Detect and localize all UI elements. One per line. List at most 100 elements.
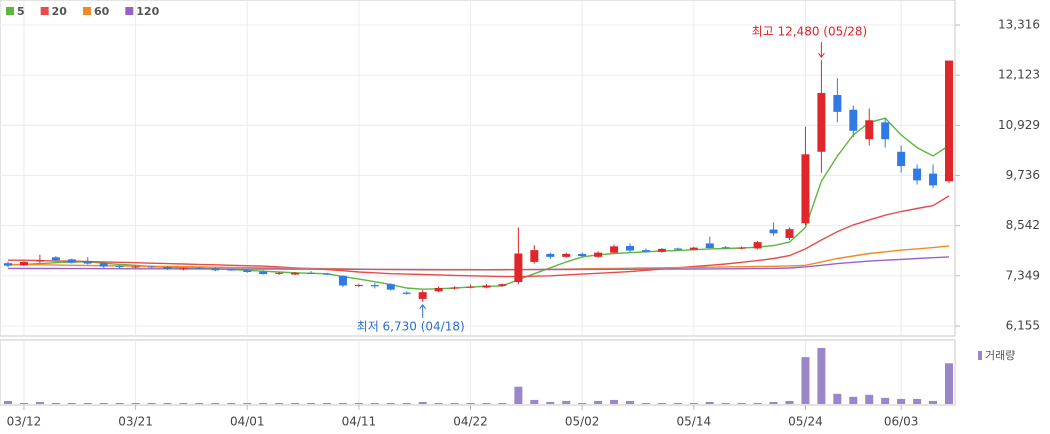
volume-bar (291, 402, 300, 404)
candle-body (275, 272, 284, 274)
candle-body (115, 266, 124, 268)
candle-body (291, 272, 300, 275)
volume-bar (817, 348, 826, 404)
candle-body (131, 266, 140, 268)
volume-bar (19, 402, 28, 404)
volume-bar (354, 402, 363, 404)
volume-bar (498, 402, 507, 404)
candle-body (498, 284, 507, 286)
candle-body (657, 248, 666, 252)
candle-body (83, 261, 92, 264)
candle-body (801, 154, 810, 224)
low-arrow (419, 304, 427, 318)
x-tick-label: 04/22 (453, 415, 488, 429)
y-tick-label: 9,736 (1006, 168, 1040, 182)
candle-body (641, 250, 650, 252)
volume-bar (689, 402, 698, 404)
legend-label: 120 (136, 5, 159, 18)
volume-bar (865, 394, 874, 404)
volume-bar (147, 402, 156, 404)
candle-body (19, 261, 28, 266)
x-tick-label: 05/14 (677, 415, 712, 429)
volume-bar (769, 401, 778, 404)
volume-bar (833, 393, 842, 404)
volume-bar (785, 400, 794, 404)
y-tick-label: 8,542 (1006, 218, 1040, 232)
volume-bar (4, 400, 12, 404)
legend-label: 5 (17, 5, 25, 18)
volume-bar (578, 402, 587, 404)
volume-bar (99, 402, 108, 404)
x-tick-label: 05/24 (788, 415, 823, 429)
legend-label: 20 (52, 5, 68, 18)
high-arrow (818, 42, 825, 58)
volume-legend-label: 거래량 (985, 349, 1015, 362)
candle-body (466, 286, 475, 288)
candle-body (817, 92, 826, 152)
volume-bar (211, 402, 220, 404)
candle-body (179, 268, 188, 270)
y-tick-label: 13,316 (998, 18, 1040, 32)
candle-body (322, 273, 331, 275)
candle-body (402, 292, 411, 294)
volume-bar (163, 402, 172, 404)
legend-swatch (40, 7, 49, 15)
x-tick-label: 06/03 (884, 415, 919, 429)
candle-body (594, 252, 603, 257)
volume-bar (514, 386, 523, 404)
candle-body (370, 285, 379, 287)
candle-body (689, 247, 698, 250)
candle-body (195, 267, 204, 269)
candle-body (67, 259, 76, 263)
candle-body (147, 266, 156, 268)
legend-swatch (82, 7, 91, 15)
volume-bar (434, 402, 443, 404)
candle-body (578, 253, 587, 257)
candle-body (562, 253, 571, 257)
candle-body (35, 260, 44, 262)
legend-swatch (6, 7, 14, 15)
moving-average-line (8, 195, 950, 278)
candle-body (434, 287, 443, 292)
volume-bar (594, 400, 603, 404)
candle-body (227, 269, 236, 271)
volume-bar (705, 401, 714, 404)
volume-bar (418, 401, 427, 404)
candle-body (913, 168, 922, 181)
candle-body (243, 270, 252, 272)
candle-body (626, 245, 635, 251)
candle-body (673, 248, 682, 250)
volume-bar (530, 399, 539, 404)
volume-bar (849, 396, 858, 404)
volume-bar (913, 398, 922, 404)
y-tick-label: 6,155 (1006, 319, 1040, 333)
volume-bar (338, 402, 347, 404)
volume-bar (131, 402, 140, 404)
candle-body (897, 151, 906, 167)
volume-bar (370, 402, 379, 404)
y-tick-label: 12,123 (998, 68, 1040, 82)
volume-bar (83, 402, 92, 404)
x-tick-label: 05/02 (565, 415, 600, 429)
candle-body (514, 253, 523, 283)
volume-bar (115, 402, 124, 404)
candle-body (610, 246, 619, 253)
volume-bar (801, 357, 810, 404)
volume-bar (386, 402, 395, 404)
y-tick-label: 10,929 (998, 118, 1040, 132)
volume-bar (402, 402, 411, 404)
x-tick-label: 03/21 (118, 415, 153, 429)
volume-bar (466, 402, 475, 404)
candle-body (945, 60, 953, 182)
candle-body (865, 120, 874, 140)
candle-body (259, 271, 268, 275)
volume-bar (67, 402, 76, 404)
x-tick-label: 03/12 (7, 415, 42, 429)
volume-frame (0, 339, 956, 406)
volume-bar (721, 402, 730, 404)
candle-body (833, 95, 842, 112)
volume-bar (227, 402, 236, 404)
candle-body (849, 109, 858, 131)
volume-bar (673, 402, 682, 404)
